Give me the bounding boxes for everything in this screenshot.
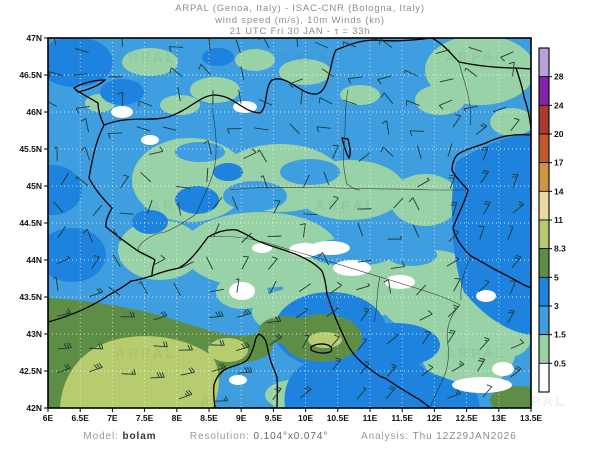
x-axis-tick-label: 13.5E (520, 413, 543, 423)
model-label: Model: (83, 431, 119, 442)
x-axis-tick-label: 12.5E (455, 413, 478, 423)
colorbar: 28 24 20 17 14 11 8.3 5 3 1.5 0.5 (538, 47, 566, 393)
y-axis-tick-label: 45N (26, 181, 42, 191)
watermark-text: ARPAL (150, 197, 212, 213)
arpal-watermark: ARPAL ARPAL ARPAL ARPAL ARPAL ARPAL ARPAL ARPAL… (115, 49, 567, 409)
colorbar-segment (538, 334, 550, 364)
watermark-text: ARPAL (115, 345, 177, 361)
x-axis-tick-label: 7.5E (136, 413, 154, 423)
colorbar-segment (538, 133, 550, 164)
x-axis-tick-label: 13E (491, 413, 506, 423)
y-axis-tick-label: 43N (26, 329, 42, 339)
colorbar-label: 5 (554, 272, 559, 282)
watermark-text: ARPAL (445, 345, 507, 361)
x-axis-tick-label: 8E (172, 413, 183, 423)
colorbar-segment (538, 104, 550, 135)
y-axis-tick-label: 47N (26, 33, 42, 43)
colorbar-label: 14 (554, 186, 564, 196)
watermark-text: ARPAL (200, 393, 262, 409)
y-axis-tick-label: 45.5N (19, 144, 42, 154)
watermark-text: ARPAL (480, 197, 542, 213)
x-axis-tick-label: 11E (363, 413, 378, 423)
x-axis-tick-label: 6E (43, 413, 54, 423)
y-axis-tick-label: 46N (26, 107, 42, 117)
resolution-value: 0.104°x0.074° (253, 431, 329, 442)
colorbar-label: 8.3 (554, 244, 566, 254)
axes: 6E 6.5E 7E 7.5E 8E 8.5E 9E 9.5E 10E 10.5E 11E 11.5E… (19, 33, 542, 423)
x-axis-tick-label: 9E (236, 413, 247, 423)
y-axis-tick-label: 43.5N (19, 292, 42, 302)
y-axis-tick-label: 44N (26, 255, 42, 265)
colorbar-segment (538, 248, 550, 278)
colorbar-label: 1.5 (554, 330, 566, 340)
colorbar-segment (538, 219, 550, 250)
colorbar-segment (538, 47, 550, 78)
colorbar-segment (538, 76, 550, 106)
colorbar-label: 11 (554, 215, 563, 225)
colorbar-label: 24 (554, 100, 564, 110)
x-axis-tick-label: 6.5E (71, 413, 89, 423)
map-fill-regions (48, 38, 531, 408)
x-axis-tick-label: 7E (107, 413, 118, 423)
colorbar-segment (538, 276, 550, 307)
colorbar-segment (538, 362, 550, 393)
graticule (48, 38, 531, 408)
colorbar-label: 0.5 (554, 358, 566, 368)
model-value: bolam (122, 431, 157, 442)
colorbar-label: 17 (554, 158, 564, 168)
colorbar-label: 3 (554, 301, 559, 311)
coastlines-and-borders (48, 38, 531, 408)
watermark-text: ARPAL (280, 49, 342, 65)
y-axis-tick-label: 42.5N (19, 366, 42, 376)
title-variable: wind speed (m/s), 10m Winds (kn) (215, 14, 385, 26)
wind-barbs (48, 38, 525, 402)
colorbar-segment (538, 190, 550, 221)
watermark-text: ARPAL (445, 49, 507, 65)
analysis-value: Thu 12Z29JAN2026 (412, 431, 517, 442)
x-axis-tick-label: 11.5E (391, 413, 413, 423)
title-validtime: 21 UTC Fri 30 JAN - τ = 33h (229, 26, 371, 37)
watermark-text: ARPAL (280, 345, 342, 361)
colorbar-label: 20 (554, 129, 564, 139)
analysis-label: Analysis: (361, 431, 410, 442)
chart-title-block: ARPAL (Genoa, Italy) - ISAC-CNR (Bologna… (0, 3, 600, 38)
footer-info: Model: bolam Resolution: 0.104°x0.074° A… (0, 431, 600, 442)
watermark-text: ARPAL (505, 393, 567, 409)
y-axis-tick-label: 44.5N (19, 218, 42, 228)
colorbar-segment (538, 162, 550, 192)
x-axis-tick-label: 8.5E (200, 413, 218, 423)
watermark-text: ARPAL (365, 393, 427, 409)
y-axis-tick-label: 42N (26, 403, 42, 413)
title-institutions: ARPAL (Genoa, Italy) - ISAC-CNR (Bologna… (175, 3, 425, 14)
y-axis-tick-label: 46.5N (19, 70, 42, 80)
x-axis-tick-label: 9.5E (265, 413, 283, 423)
watermark-text: ARPAL (115, 49, 177, 65)
x-axis-tick-label: 12E (427, 413, 442, 423)
colorbar-label: 28 (554, 72, 564, 82)
colorbar-segment (538, 305, 550, 336)
x-axis-tick-label: 10E (298, 413, 313, 423)
x-axis-tick-label: 10.5E (327, 413, 350, 423)
resolution-label: Resolution: (189, 431, 250, 442)
watermark-text: ARPAL (315, 197, 377, 213)
